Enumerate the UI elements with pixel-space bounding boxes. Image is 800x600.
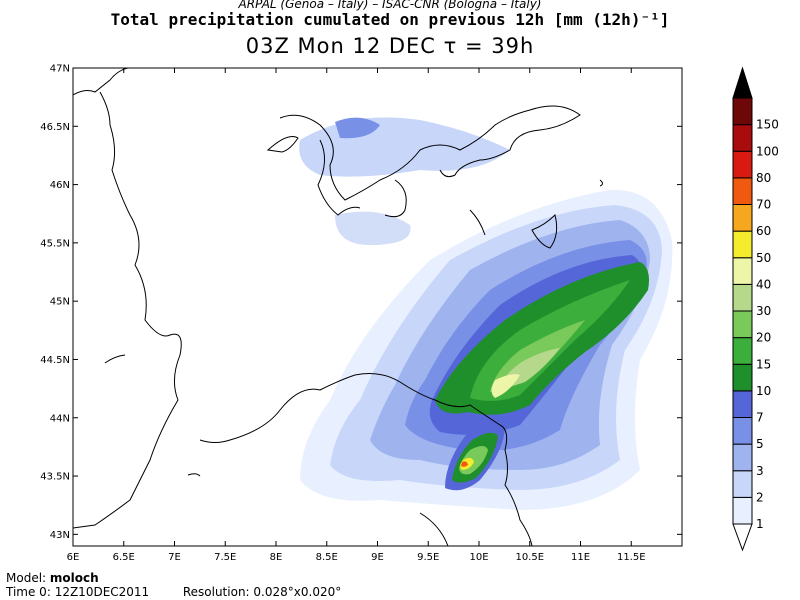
lat-tick-label: 44.5N (40, 355, 70, 366)
legend-swatch (732, 496, 753, 525)
legend-level-label: 2 (756, 490, 764, 504)
legend-swatch (732, 283, 753, 312)
time-value: 12Z10DEC2011 (54, 585, 150, 599)
legend-swatch (732, 124, 753, 152)
legend-swatch (732, 177, 753, 205)
map-subtitle: 03Z Mon 12 DEC τ = 39h (245, 34, 535, 58)
latitude-labels: 43N 43.5N 44N 44.5N 45N 45.5N 46N 46.5N 47N (40, 64, 70, 541)
lat-tick-label: 43.5N (40, 472, 70, 483)
footer-model: Model: moloch (6, 571, 99, 585)
lon-tick-label: 8.5E (316, 552, 338, 563)
longitude-labels: 6E 6.5E 7E 7.5E 8E 8.5E 9E 9.5E 10E 10.5E 11E 11.5E (67, 552, 646, 563)
lon-tick-label: 6.5E (113, 552, 135, 563)
lon-tick-label: 7.5E (214, 552, 236, 563)
time-label: Time 0: (6, 585, 51, 599)
lat-tick-label: 45.5N (40, 238, 70, 249)
legend-level-label: 15 (756, 357, 771, 371)
precipitation-field (299, 117, 673, 511)
footer-time: Time 0: 12Z10DEC2011 Resolution: 0.028°x… (6, 585, 341, 599)
legend-swatch (732, 390, 753, 418)
legend-swatch (732, 230, 753, 259)
legend-level-label: 50 (756, 251, 771, 265)
lat-tick-label: 47N (50, 64, 70, 75)
legend-swatch (732, 150, 753, 179)
resolution-value: 0.028°x0.020° (253, 585, 342, 599)
lon-tick-label: 11E (571, 552, 590, 563)
legend-level-label: 1 (756, 517, 764, 531)
legend-swatch (732, 417, 753, 445)
legend-swatch (732, 443, 753, 472)
lat-tick-label: 46.5N (40, 122, 70, 133)
legend-level-label: 7 (756, 411, 764, 425)
lon-tick-label: 9.5E (417, 552, 439, 563)
legend-level-label: 30 (756, 304, 771, 318)
legend-level-label: 3 (756, 464, 764, 478)
precipitation-map: 6E 6.5E 7E 7.5E 8E 8.5E 9E 9.5E 10E 10.5E 11E 11.5E… (40, 64, 779, 564)
credit-line: ARPAL (Genoa – Italy) – ISAC-CNR (Bologn… (238, 0, 542, 11)
legend-bottom-triangle (732, 523, 753, 552)
map-title: Total precipitation cumulated on previou… (110, 10, 670, 29)
legend-level-label: 5 (756, 437, 764, 451)
lon-tick-label: 9E (371, 552, 384, 563)
axis-ticks (72, 67, 682, 546)
resolution-label: Resolution: (182, 585, 250, 599)
lon-tick-label: 8E (270, 552, 283, 563)
lon-tick-label: 10.5E (515, 552, 544, 563)
legend-swatch (732, 470, 753, 498)
legend-level-label: 70 (756, 198, 771, 212)
legend-swatch (732, 337, 753, 365)
lat-tick-label: 44N (50, 413, 70, 424)
model-value: moloch (49, 571, 99, 585)
lat-tick-label: 45N (50, 297, 70, 308)
legend-level-label: 40 (756, 277, 771, 291)
coastlines-borders (73, 68, 603, 546)
lon-tick-label: 10E (469, 552, 488, 563)
legend-swatch (732, 310, 753, 339)
lon-tick-label: 11.5E (617, 552, 646, 563)
legend-swatch (732, 257, 753, 285)
legend-swatch (732, 204, 753, 232)
legend-level-label: 80 (756, 171, 771, 185)
legend-level-label: 60 (756, 224, 771, 238)
lon-tick-label: 7E (168, 552, 181, 563)
lat-tick-label: 46N (50, 180, 70, 191)
legend-level-label: 150 (756, 118, 779, 132)
legend-level-label: 100 (756, 144, 779, 158)
legend-level-label: 10 (756, 384, 771, 398)
legend-swatch (732, 363, 753, 392)
legend-swatch (732, 97, 753, 126)
precipitation-legend: 1 2 3 5 7 10 15 20 30 40 50 60 70 80 100 150 (732, 66, 779, 552)
legend-level-label: 20 (756, 331, 771, 345)
legend-top-triangle (732, 66, 753, 99)
lat-tick-label: 43N (50, 530, 70, 541)
model-label: Model: (6, 571, 47, 585)
lon-tick-label: 6E (67, 552, 80, 563)
